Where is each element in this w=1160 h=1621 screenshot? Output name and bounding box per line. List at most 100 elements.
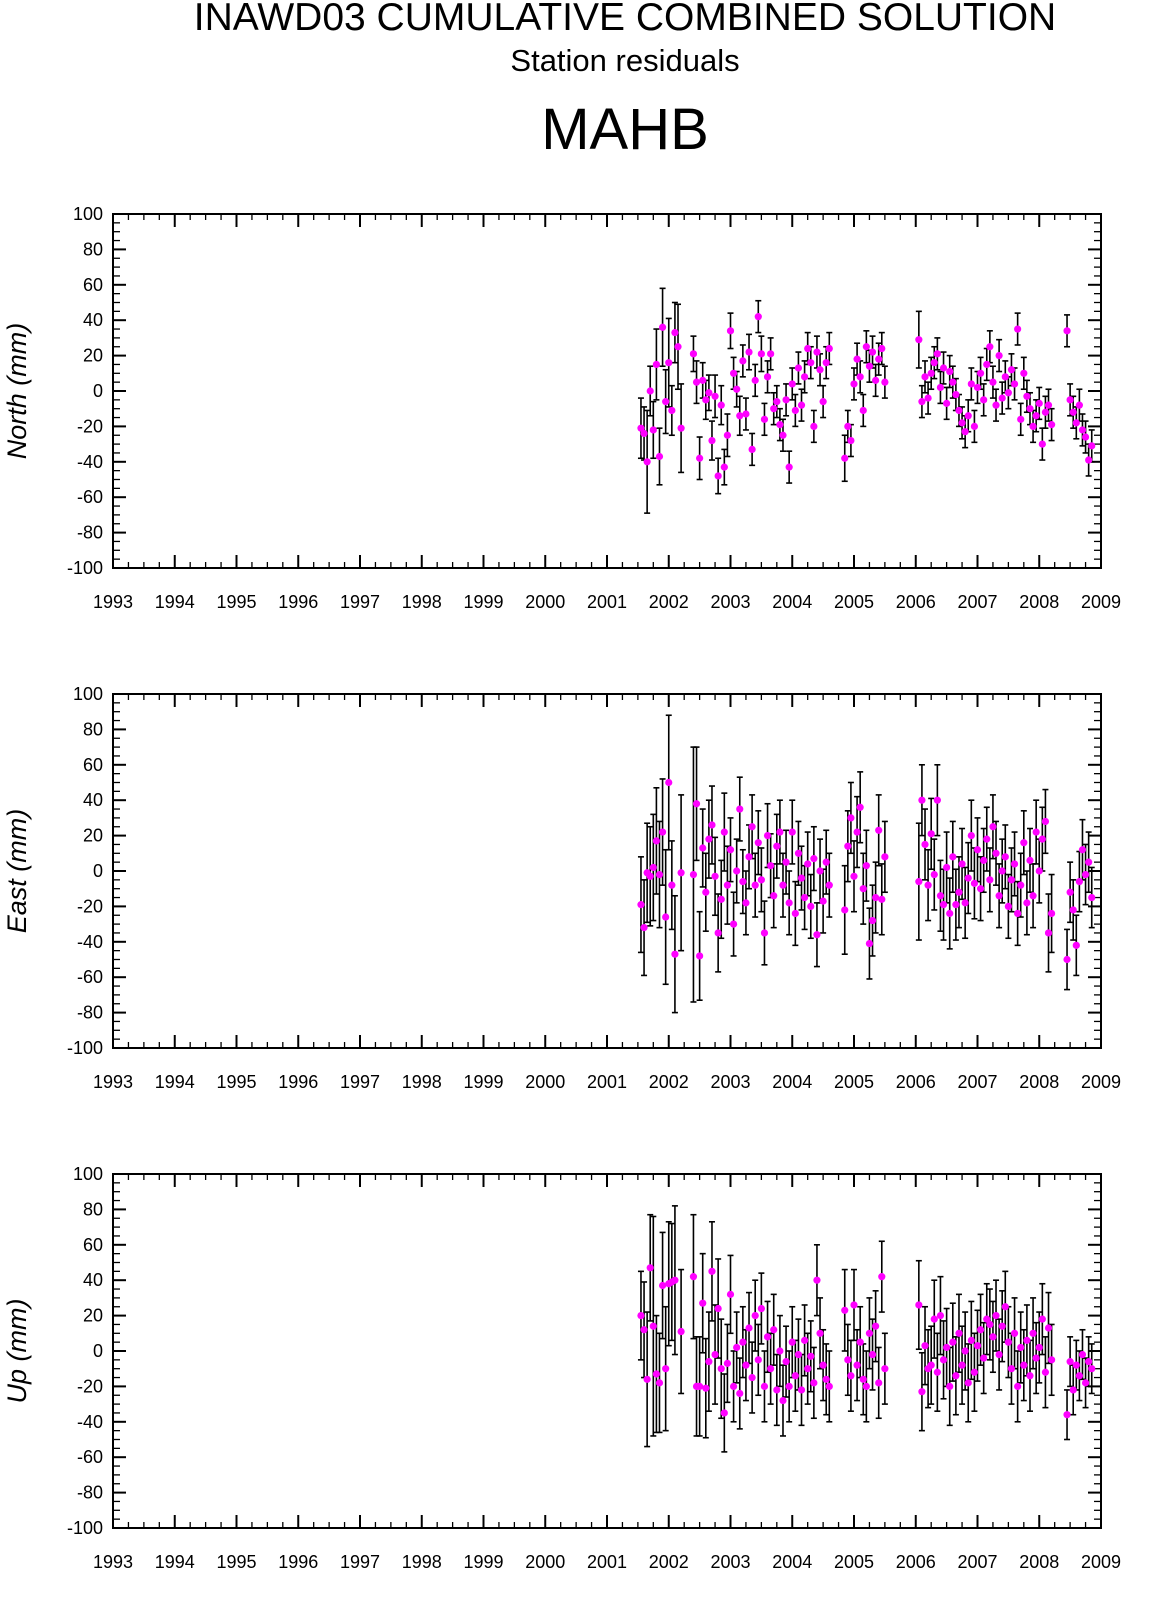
data-point bbox=[782, 396, 790, 404]
data-point bbox=[881, 378, 889, 386]
data-point bbox=[850, 380, 858, 388]
x-tick-label: 1997 bbox=[340, 1552, 380, 1572]
data-point bbox=[736, 805, 744, 813]
data-point bbox=[844, 842, 852, 850]
data-point bbox=[1001, 853, 1009, 861]
data-point bbox=[742, 899, 750, 907]
data-point bbox=[733, 867, 741, 875]
data-point bbox=[767, 1365, 775, 1373]
data-point bbox=[807, 902, 815, 911]
data-point bbox=[943, 1343, 951, 1352]
data-point bbox=[742, 1361, 750, 1369]
data-point bbox=[785, 1382, 793, 1390]
data-point bbox=[862, 862, 870, 870]
x-tick-label: 1993 bbox=[93, 1072, 133, 1092]
y-tick-label: 100 bbox=[73, 1164, 103, 1184]
data-point bbox=[696, 1382, 704, 1390]
data-point bbox=[930, 1315, 938, 1323]
data-point bbox=[875, 826, 883, 834]
data-point bbox=[980, 396, 988, 404]
y-tick-label: -100 bbox=[67, 1038, 103, 1058]
y-tick-label: 20 bbox=[83, 826, 103, 846]
data-point bbox=[961, 1347, 969, 1355]
data-point bbox=[976, 369, 985, 377]
data-point bbox=[773, 398, 781, 406]
data-point bbox=[862, 1382, 870, 1390]
data-point bbox=[986, 876, 994, 884]
data-point bbox=[1007, 1365, 1016, 1373]
y-tick-label: 40 bbox=[83, 310, 103, 330]
data-point bbox=[1035, 1343, 1043, 1352]
data-point bbox=[655, 452, 664, 461]
data-point bbox=[946, 1382, 954, 1390]
y-tick-label: 80 bbox=[83, 239, 103, 259]
data-point bbox=[674, 343, 682, 351]
data-point bbox=[646, 1264, 654, 1272]
x-tick-label: 2002 bbox=[649, 1072, 689, 1092]
data-point bbox=[1075, 1372, 1083, 1380]
data-point bbox=[958, 1361, 966, 1369]
data-point bbox=[1072, 419, 1080, 427]
data-point bbox=[1081, 433, 1090, 441]
data-point bbox=[705, 389, 713, 397]
x-tick-label: 1996 bbox=[278, 592, 318, 612]
data-point bbox=[881, 853, 889, 861]
data-point bbox=[859, 885, 867, 893]
data-point bbox=[692, 800, 701, 808]
data-point bbox=[1085, 858, 1093, 866]
data-point bbox=[643, 1375, 651, 1383]
data-point bbox=[751, 376, 759, 384]
data-point bbox=[952, 1372, 960, 1380]
data-point bbox=[973, 846, 982, 854]
data-point bbox=[958, 419, 966, 427]
data-point bbox=[729, 1382, 738, 1390]
data-point bbox=[915, 878, 923, 886]
data-point bbox=[760, 415, 769, 423]
data-point bbox=[980, 856, 988, 864]
data-point bbox=[773, 842, 781, 850]
data-point bbox=[970, 1368, 979, 1376]
data-point bbox=[652, 837, 661, 845]
data-point bbox=[785, 899, 793, 907]
y-tick-label: 60 bbox=[83, 275, 103, 295]
data-point bbox=[967, 1336, 975, 1344]
data-point bbox=[1088, 1365, 1096, 1373]
data-point bbox=[797, 401, 806, 409]
data-point bbox=[807, 1352, 815, 1360]
data-point bbox=[1048, 909, 1056, 918]
data-point bbox=[643, 458, 651, 466]
data-point bbox=[665, 778, 673, 787]
data-point bbox=[856, 373, 864, 381]
data-point bbox=[637, 1312, 645, 1320]
data-point bbox=[847, 1372, 855, 1380]
data-point bbox=[785, 463, 793, 471]
data-point bbox=[637, 424, 645, 432]
data-point bbox=[927, 830, 935, 838]
y-tick-label: 100 bbox=[73, 684, 103, 704]
data-point bbox=[770, 892, 778, 900]
x-tick-label: 2001 bbox=[587, 1552, 627, 1572]
x-tick-label: 1998 bbox=[402, 1072, 442, 1092]
data-point bbox=[1020, 369, 1028, 377]
data-point bbox=[1020, 839, 1028, 847]
data-point bbox=[1023, 1336, 1031, 1344]
data-point bbox=[776, 1347, 784, 1355]
y-tick-label: -20 bbox=[77, 1376, 103, 1396]
data-point bbox=[1029, 1329, 1037, 1337]
data-point bbox=[671, 328, 679, 337]
data-point bbox=[736, 1389, 744, 1398]
data-point bbox=[853, 1361, 861, 1369]
data-point bbox=[998, 867, 1006, 875]
data-point bbox=[1017, 415, 1025, 423]
x-tick-label: 2005 bbox=[834, 1552, 874, 1572]
data-point bbox=[729, 920, 738, 928]
data-point bbox=[927, 1361, 935, 1369]
data-point bbox=[1044, 1324, 1053, 1332]
data-point bbox=[841, 1306, 849, 1314]
data-point bbox=[847, 814, 855, 822]
data-point bbox=[729, 369, 738, 377]
data-point bbox=[949, 853, 957, 861]
data-point bbox=[640, 1326, 648, 1334]
data-point bbox=[665, 359, 673, 367]
data-point bbox=[754, 839, 762, 847]
